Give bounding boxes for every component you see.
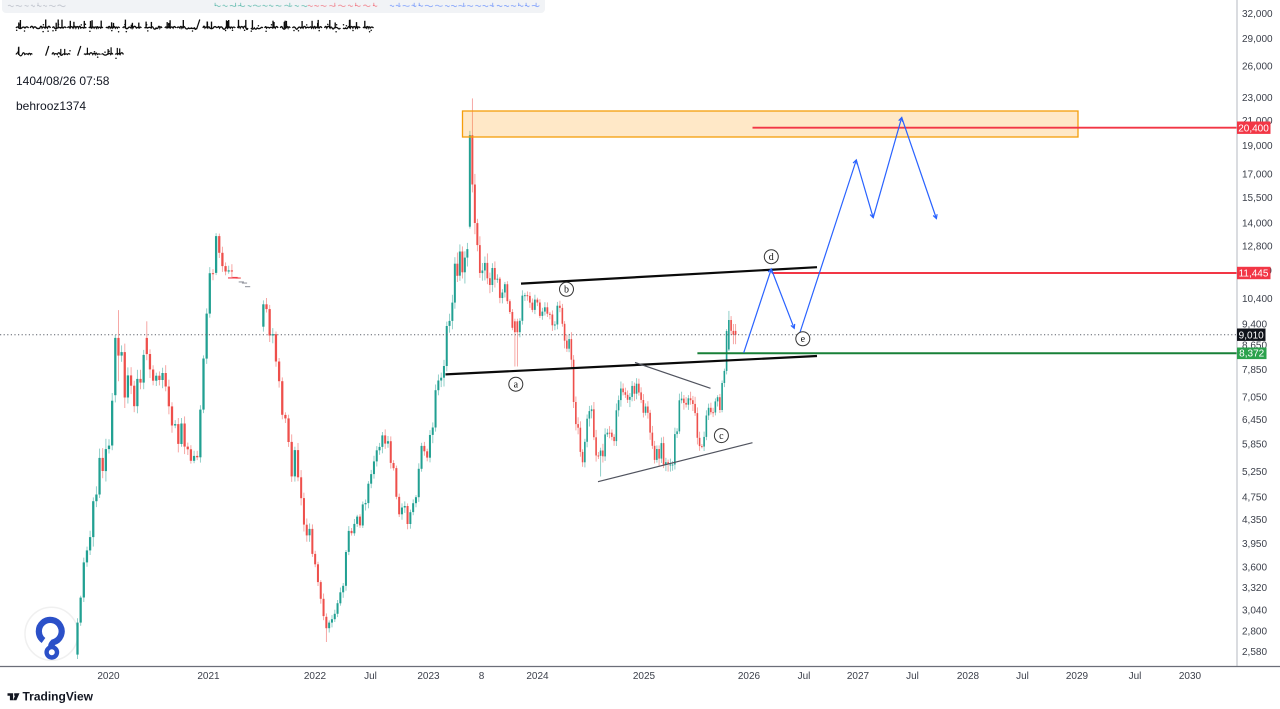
svg-text:32,000: 32,000 <box>1242 9 1273 20</box>
svg-text:5,250: 5,250 <box>1242 467 1267 478</box>
svg-text:2020: 2020 <box>97 671 120 682</box>
svg-text:2027: 2027 <box>847 671 870 682</box>
svg-text:20,400: 20,400 <box>1238 123 1269 134</box>
svg-text:a: a <box>514 380 519 391</box>
svg-text:c: c <box>719 431 724 442</box>
svg-text:TradingView: TradingView <box>23 690 94 704</box>
svg-text:2030: 2030 <box>1179 671 1202 682</box>
svg-text:7,050: 7,050 <box>1242 392 1267 403</box>
svg-text:26,000: 26,000 <box>1242 62 1273 73</box>
svg-text:9,400: 9,400 <box>1242 320 1267 331</box>
svg-text:3,040: 3,040 <box>1242 606 1267 617</box>
svg-text:8,650: 8,650 <box>1242 341 1267 352</box>
svg-text:Jul: Jul <box>1129 671 1142 682</box>
svg-text:2022: 2022 <box>304 671 327 682</box>
svg-text:10,400: 10,400 <box>1242 294 1273 305</box>
svg-text:d: d <box>769 252 774 263</box>
svg-text:2,580: 2,580 <box>1242 647 1267 658</box>
svg-text:4,750: 4,750 <box>1242 493 1267 504</box>
svg-text:11,445: 11,445 <box>1239 269 1269 280</box>
svg-text:7,850: 7,850 <box>1242 365 1267 376</box>
svg-text:Jul: Jul <box>798 671 811 682</box>
svg-text:5,850: 5,850 <box>1242 440 1267 451</box>
svg-text:8,372: 8,372 <box>1239 349 1264 360</box>
svg-text:behrooz1374: behrooz1374 <box>16 99 86 113</box>
svg-text:3,600: 3,600 <box>1242 563 1267 574</box>
svg-text:14,000: 14,000 <box>1242 219 1273 230</box>
svg-text:e: e <box>801 334 806 345</box>
svg-text:1404/08/26 07:58: 1404/08/26 07:58 <box>16 74 110 88</box>
svg-text:9,010: 9,010 <box>1239 330 1264 341</box>
svg-text:4,350: 4,350 <box>1242 515 1267 526</box>
svg-text:17,000: 17,000 <box>1242 169 1273 180</box>
svg-text:3,950: 3,950 <box>1242 539 1267 550</box>
svg-text:Jul: Jul <box>364 671 377 682</box>
svg-text:Jul: Jul <box>906 671 919 682</box>
svg-text:3,320: 3,320 <box>1242 583 1267 594</box>
svg-text:2024: 2024 <box>526 671 549 682</box>
svg-text:Jul: Jul <box>1016 671 1029 682</box>
svg-text:15,500: 15,500 <box>1242 193 1273 204</box>
svg-text:29,000: 29,000 <box>1242 34 1273 45</box>
svg-text:b: b <box>564 285 569 296</box>
svg-text:19,000: 19,000 <box>1242 141 1273 152</box>
svg-text:2021: 2021 <box>197 671 220 682</box>
svg-text:2028: 2028 <box>957 671 980 682</box>
svg-text:2029: 2029 <box>1066 671 1089 682</box>
svg-text:2026: 2026 <box>738 671 761 682</box>
svg-text:2,800: 2,800 <box>1242 626 1267 637</box>
svg-text:8: 8 <box>479 671 485 682</box>
svg-text:23,000: 23,000 <box>1242 93 1273 104</box>
svg-text:6,450: 6,450 <box>1242 415 1267 426</box>
svg-text:21,000: 21,000 <box>1242 116 1273 127</box>
svg-text:2023: 2023 <box>417 671 440 682</box>
svg-text:2025: 2025 <box>633 671 656 682</box>
svg-text:12,800: 12,800 <box>1242 241 1273 252</box>
